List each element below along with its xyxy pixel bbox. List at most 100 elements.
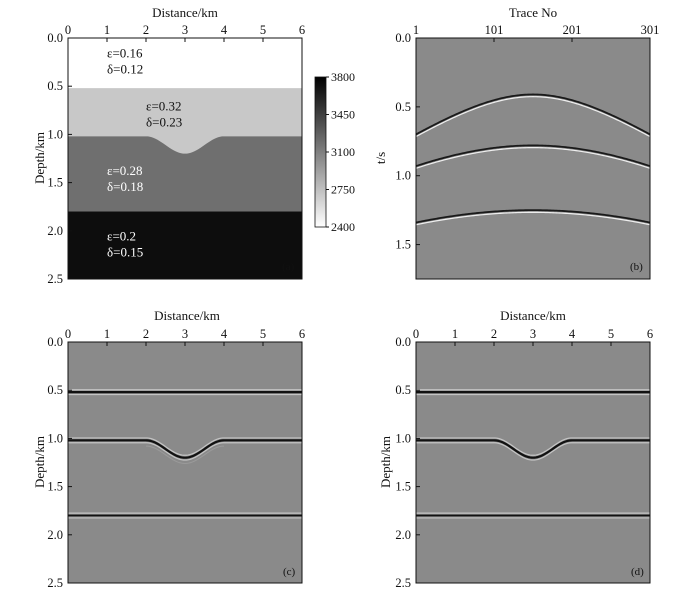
b-xtick-label: 101 [485,23,504,37]
c-ytick-label: 0.0 [47,335,63,349]
a-yticks: 0.0 0.5 1.0 1.5 2.0 2.5 [47,31,72,286]
b-event-3-side [416,211,650,226]
b-xtick-label: 201 [563,23,582,37]
a-colorbar-label: 2750 [331,183,355,197]
a-layer-4-delta: δ=0.15 [107,244,143,259]
a-xtick-label: 5 [260,23,266,37]
d-yticks: 0.0 0.5 1.0 1.5 2.0 2.5 [395,335,420,590]
a-xtick-label: 3 [182,23,188,37]
a-ylabel: Depth/km [32,132,47,184]
a-ytick-label: 2.0 [47,224,63,238]
b-background [416,38,650,279]
c-xtick-label: 5 [260,327,266,341]
b-panel-label: (b) [630,261,643,273]
a-ytick-label: 2.5 [47,272,63,286]
a-colorbar [314,76,327,228]
c-background [68,342,302,583]
d-xtick-label: 3 [530,327,536,341]
a-panel-label: (a) [282,261,295,273]
a-plot-area [68,38,302,279]
d-xtick-label: 6 [647,327,653,341]
panel-b: Trace No t/s 1 101 201 301 0.0 0.5 1.0 1.5 (b) [373,5,660,280]
a-layer-3-epsilon: ε=0.28 [107,163,143,178]
c-panel-label: (c) [283,566,296,578]
c-xtick-label: 0 [65,327,71,341]
panel-c: Distance/km Depth/km 0 1 2 3 4 5 6 0.0 0.5 1.0 1.… [32,308,305,590]
b-yticks: 0.0 0.5 1.0 1.5 [395,31,420,252]
c-xtick-label: 2 [143,327,149,341]
a-colorbar-label: 3800 [331,70,355,84]
c-xticks: 0 1 2 3 4 5 6 [65,327,305,346]
a-colorbar-labels: 3800 3450 3100 2750 2400 [326,70,355,234]
a-layer-2-epsilon: ε=0.32 [146,98,182,113]
c-reflector-2-bottom-side [68,442,302,461]
d-ytick-label: 1.0 [395,431,411,445]
d-ytick-label: 0.0 [395,335,411,349]
c-ytick-label: 2.0 [47,528,63,542]
d-ytick-label: 2.5 [395,576,411,590]
a-xticks: 0 1 2 3 4 5 6 [65,23,305,42]
a-layer-3-delta: δ=0.18 [107,179,143,194]
c-reflector-2 [68,439,302,459]
c-ylabel: Depth/km [32,436,47,488]
panel-d: Distance/km Depth/km 0 1 2 3 4 5 6 0.0 0.5 1.0 1.… [378,308,653,590]
c-xtick-label: 3 [182,327,188,341]
b-ytick-label: 1.0 [395,169,411,183]
a-colorbar-label: 3100 [331,145,355,159]
b-xtick-label: 301 [641,23,660,37]
a-layer-2-delta: δ=0.23 [146,114,182,129]
b-event-1 [416,93,650,136]
b-event-2-side [416,147,650,169]
d-xtick-label: 4 [569,327,576,341]
b-ytick-label: 0.0 [395,31,411,45]
a-layer-4-epsilon: ε=0.2 [107,228,136,243]
panel-a: Distance/km Depth/km 0 1 2 3 4 5 6 0.0 0.5 1.0 1.… [32,5,355,286]
a-layer-1-delta: δ=0.12 [107,61,143,76]
a-xtick-label: 4 [221,23,228,37]
d-ytick-label: 0.5 [395,383,411,397]
d-reflector-2-bottom-side [416,442,650,461]
d-ytick-label: 2.0 [395,528,411,542]
d-xtick-label: 2 [491,327,497,341]
c-xtick-label: 6 [299,327,305,341]
d-ylabel: Depth/km [378,436,393,488]
a-ytick-label: 0.5 [47,79,63,93]
a-ytick-label: 1.0 [47,127,63,141]
a-xtick-label: 1 [104,23,110,37]
c-xtick-label: 1 [104,327,110,341]
c-migration-artifact [145,445,225,464]
a-ytick-label: 0.0 [47,31,63,45]
d-xticks: 0 1 2 3 4 5 6 [413,327,653,346]
c-plot-area [68,342,302,583]
c-ytick-label: 1.5 [47,480,63,494]
c-ytick-label: 2.5 [47,576,63,590]
b-frame [415,37,651,280]
c-ytick-label: 1.0 [47,431,63,445]
a-xlabel: Distance/km [152,5,218,20]
d-xtick-label: 1 [452,327,458,341]
b-xlabel: Trace No [509,5,557,20]
a-ytick-label: 1.5 [47,176,63,190]
a-xtick-label: 2 [143,23,149,37]
b-xticks: 1 101 201 301 [413,23,660,42]
b-event-1-side [416,96,650,138]
a-layer-labels: ε=0.16δ=0.12 ε=0.32δ=0.23 ε=0.28δ=0.18 ε=0.… [107,45,182,259]
b-event-2 [416,144,650,167]
a-layer-4 [68,211,302,279]
a-xtick-label: 0 [65,23,71,37]
b-xtick-label: 1 [413,23,419,37]
d-xtick-label: 5 [608,327,614,341]
a-xtick-label: 6 [299,23,305,37]
b-ytick-label: 0.5 [395,100,411,114]
d-reflector-2 [416,439,650,459]
d-xlabel: Distance/km [500,308,566,323]
c-xtick-label: 4 [221,327,228,341]
d-reflector-2-top-side [416,437,650,456]
c-yticks: 0.0 0.5 1.0 1.5 2.0 2.5 [47,335,72,590]
d-ytick-label: 1.5 [395,480,411,494]
a-colorbar-label: 3450 [331,108,355,122]
b-plot-area [416,38,650,279]
a-colorbar-label: 2400 [331,220,355,234]
b-ytick-label: 1.5 [395,238,411,252]
